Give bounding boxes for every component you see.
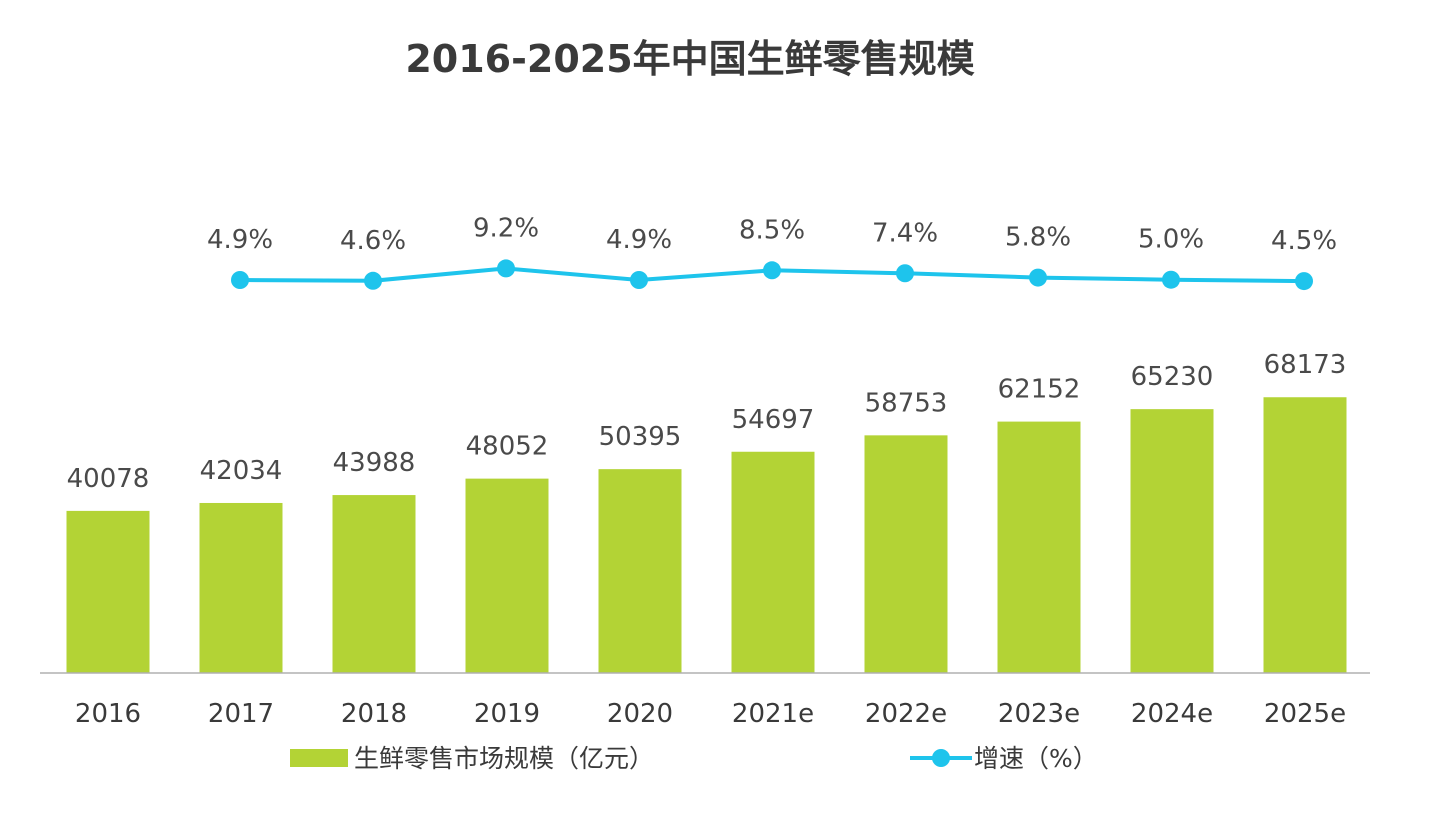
growth-label-2018: 4.6%: [340, 226, 406, 256]
bar-value-label-2020: 50395: [599, 422, 682, 452]
growth-point-2021e: [763, 261, 781, 280]
bars-layer: 40078 42034 43988 48052 50395 54697 58753 62152…: [66, 350, 1347, 673]
legend: 生鲜零售市场规模（亿元） 增速（%）: [290, 744, 1098, 773]
bar-2022e: [864, 435, 948, 673]
legend-label-bar: 生鲜零售市场规模（亿元）: [354, 744, 654, 773]
bar-2020: [598, 469, 682, 673]
bar-2017: [199, 502, 283, 673]
growth-label-2021e: 8.5%: [739, 215, 805, 245]
x-tick-label-2023e: 2023e: [998, 699, 1080, 729]
bar-value-label-2023e: 62152: [998, 375, 1081, 405]
chart-title: 2016-2025年中国生鲜零售规模: [405, 37, 974, 81]
growth-point-2023e: [1029, 268, 1047, 287]
bar-2021e: [731, 451, 815, 673]
growth-point-2025e: [1295, 272, 1313, 291]
growth-point-2024e: [1162, 270, 1180, 289]
x-tick-label-2016: 2016: [75, 699, 141, 729]
bar-2019: [465, 478, 549, 673]
x-tick-label-2018: 2018: [341, 699, 407, 729]
growth-point-2017: [231, 271, 249, 289]
legend-swatch-bar: [290, 749, 348, 767]
x-tick-label-2024e: 2024e: [1131, 699, 1213, 729]
growth-label-2017: 4.9%: [207, 225, 273, 255]
growth-label-2019: 9.2%: [473, 213, 539, 243]
growth-point-2019: [497, 259, 515, 278]
bar-2024e: [1130, 409, 1214, 673]
bar-2023e: [997, 421, 1081, 673]
growth-label-2023e: 5.8%: [1005, 223, 1071, 253]
growth-label-2025e: 4.5%: [1271, 226, 1337, 256]
legend-swatch-marker: [932, 749, 950, 767]
growth-point-2018: [364, 271, 382, 290]
x-tick-label-2025e: 2025e: [1264, 699, 1346, 729]
bar-value-label-2025e: 68173: [1264, 350, 1347, 380]
bar-value-label-2019: 48052: [466, 432, 549, 462]
bar-value-label-2024e: 65230: [1131, 362, 1214, 392]
growth-label-2022e: 7.4%: [872, 218, 938, 248]
bar-value-label-2021e: 54697: [732, 405, 815, 435]
x-tick-label-2020: 2020: [607, 699, 673, 729]
growth-point-2022e: [896, 264, 914, 283]
bar-value-label-2022e: 58753: [865, 388, 948, 418]
bar-2018: [332, 495, 416, 673]
x-tick-label-2017: 2017: [208, 699, 274, 729]
growth-label-2024e: 5.0%: [1138, 225, 1204, 255]
bar-value-label-2017: 42034: [200, 456, 283, 486]
growth-point-2020: [630, 271, 648, 289]
bar-2025e: [1263, 397, 1347, 673]
growth-label-2020: 4.9%: [606, 225, 672, 255]
legend-label-line: 增速（%）: [974, 744, 1098, 773]
bar-value-label-2016: 40078: [67, 464, 150, 494]
x-tick-label-2021e: 2021e: [732, 699, 814, 729]
bar-2016: [66, 510, 150, 673]
x-tick-label-2019: 2019: [474, 699, 540, 729]
x-ticks-layer: 2016 2017 2018 2019 2020 2021e 2022e 2023e 2024e…: [75, 699, 1346, 729]
x-tick-label-2022e: 2022e: [865, 699, 947, 729]
growth-line-layer: 4.9% 4.6% 9.2% 4.9% 8.5% 7.4% 5.8% 5.0% 4.5%: [207, 213, 1337, 291]
bar-value-label-2018: 43988: [333, 448, 416, 478]
